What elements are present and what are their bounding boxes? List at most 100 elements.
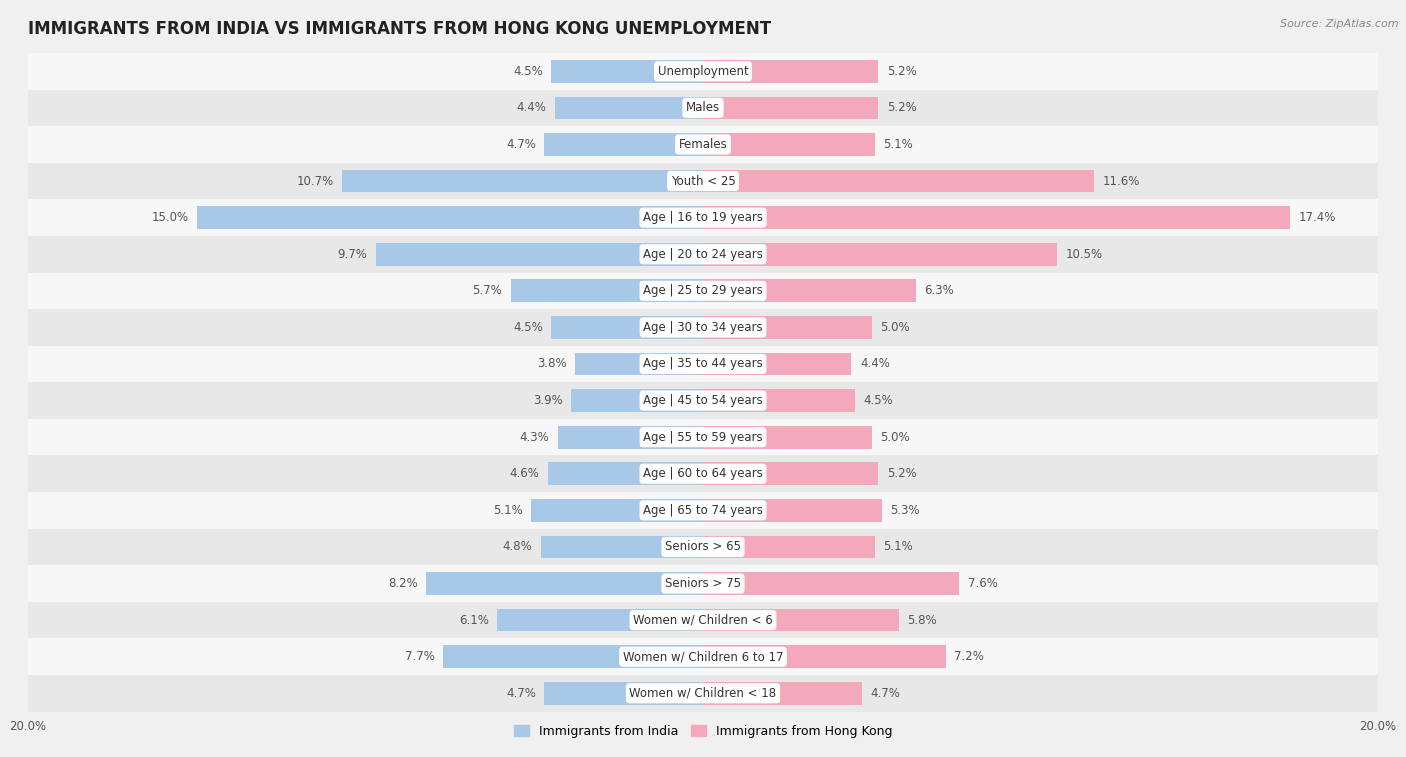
Text: 7.2%: 7.2% bbox=[955, 650, 984, 663]
Text: Age | 45 to 54 years: Age | 45 to 54 years bbox=[643, 394, 763, 407]
Bar bbox=[544, 682, 703, 705]
Text: Age | 30 to 34 years: Age | 30 to 34 years bbox=[643, 321, 763, 334]
Text: 4.6%: 4.6% bbox=[509, 467, 540, 480]
Bar bbox=[703, 243, 1057, 266]
Bar bbox=[443, 646, 703, 668]
Text: Women w/ Children 6 to 17: Women w/ Children 6 to 17 bbox=[623, 650, 783, 663]
Bar bbox=[703, 207, 1291, 229]
Bar bbox=[703, 426, 872, 448]
Text: 4.7%: 4.7% bbox=[870, 687, 900, 699]
Text: 4.5%: 4.5% bbox=[863, 394, 893, 407]
Bar bbox=[28, 273, 1378, 309]
Bar bbox=[28, 602, 1378, 638]
Bar bbox=[575, 353, 703, 375]
Bar bbox=[510, 279, 703, 302]
Text: Youth < 25: Youth < 25 bbox=[671, 175, 735, 188]
Bar bbox=[703, 572, 959, 595]
Text: 5.2%: 5.2% bbox=[887, 101, 917, 114]
Bar bbox=[703, 279, 915, 302]
Bar bbox=[28, 456, 1378, 492]
Bar bbox=[703, 170, 1094, 192]
Text: Age | 65 to 74 years: Age | 65 to 74 years bbox=[643, 504, 763, 517]
Bar bbox=[28, 53, 1378, 89]
Text: 4.4%: 4.4% bbox=[516, 101, 546, 114]
Text: 4.7%: 4.7% bbox=[506, 687, 536, 699]
Bar bbox=[703, 97, 879, 119]
Bar bbox=[703, 60, 879, 83]
Bar bbox=[426, 572, 703, 595]
Bar bbox=[558, 426, 703, 448]
Bar bbox=[28, 675, 1378, 712]
Text: Seniors > 75: Seniors > 75 bbox=[665, 577, 741, 590]
Text: 5.0%: 5.0% bbox=[880, 321, 910, 334]
Text: 3.8%: 3.8% bbox=[537, 357, 567, 370]
Text: 5.2%: 5.2% bbox=[887, 467, 917, 480]
Bar bbox=[28, 492, 1378, 528]
Bar bbox=[551, 60, 703, 83]
Text: 5.1%: 5.1% bbox=[883, 138, 914, 151]
Text: Age | 20 to 24 years: Age | 20 to 24 years bbox=[643, 248, 763, 260]
Text: 15.0%: 15.0% bbox=[152, 211, 188, 224]
Text: 6.1%: 6.1% bbox=[458, 614, 489, 627]
Text: Males: Males bbox=[686, 101, 720, 114]
Bar bbox=[541, 536, 703, 558]
Bar bbox=[28, 236, 1378, 273]
Text: 5.3%: 5.3% bbox=[890, 504, 920, 517]
Bar bbox=[703, 133, 875, 156]
Bar bbox=[28, 528, 1378, 565]
Bar bbox=[703, 536, 875, 558]
Text: Age | 60 to 64 years: Age | 60 to 64 years bbox=[643, 467, 763, 480]
Text: 5.1%: 5.1% bbox=[883, 540, 914, 553]
Text: 4.3%: 4.3% bbox=[520, 431, 550, 444]
Bar bbox=[342, 170, 703, 192]
Bar bbox=[375, 243, 703, 266]
Text: 17.4%: 17.4% bbox=[1299, 211, 1336, 224]
Bar bbox=[703, 609, 898, 631]
Bar bbox=[28, 419, 1378, 456]
Bar bbox=[197, 207, 703, 229]
Text: Unemployment: Unemployment bbox=[658, 65, 748, 78]
Bar bbox=[703, 463, 879, 485]
Bar bbox=[28, 638, 1378, 675]
Text: 9.7%: 9.7% bbox=[337, 248, 367, 260]
Text: Age | 55 to 59 years: Age | 55 to 59 years bbox=[643, 431, 763, 444]
Bar bbox=[28, 126, 1378, 163]
Bar bbox=[28, 309, 1378, 346]
Text: 5.7%: 5.7% bbox=[472, 285, 502, 298]
Legend: Immigrants from India, Immigrants from Hong Kong: Immigrants from India, Immigrants from H… bbox=[510, 721, 896, 742]
Bar bbox=[548, 463, 703, 485]
Bar bbox=[703, 353, 852, 375]
Bar bbox=[28, 199, 1378, 236]
Text: Source: ZipAtlas.com: Source: ZipAtlas.com bbox=[1281, 19, 1399, 29]
Text: Seniors > 65: Seniors > 65 bbox=[665, 540, 741, 553]
Text: 4.5%: 4.5% bbox=[513, 65, 543, 78]
Text: 11.6%: 11.6% bbox=[1102, 175, 1140, 188]
Bar bbox=[571, 389, 703, 412]
Bar bbox=[28, 163, 1378, 199]
Text: 5.0%: 5.0% bbox=[880, 431, 910, 444]
Text: 7.7%: 7.7% bbox=[405, 650, 434, 663]
Text: 4.7%: 4.7% bbox=[506, 138, 536, 151]
Text: IMMIGRANTS FROM INDIA VS IMMIGRANTS FROM HONG KONG UNEMPLOYMENT: IMMIGRANTS FROM INDIA VS IMMIGRANTS FROM… bbox=[28, 20, 772, 38]
Text: 5.2%: 5.2% bbox=[887, 65, 917, 78]
Bar bbox=[703, 499, 882, 522]
Text: Women w/ Children < 6: Women w/ Children < 6 bbox=[633, 614, 773, 627]
Bar bbox=[28, 89, 1378, 126]
Bar bbox=[703, 682, 862, 705]
Text: 7.6%: 7.6% bbox=[967, 577, 998, 590]
Text: Age | 16 to 19 years: Age | 16 to 19 years bbox=[643, 211, 763, 224]
Bar bbox=[28, 346, 1378, 382]
Bar bbox=[28, 565, 1378, 602]
Bar bbox=[531, 499, 703, 522]
Bar bbox=[703, 316, 872, 338]
Bar bbox=[554, 97, 703, 119]
Bar bbox=[703, 646, 946, 668]
Text: Age | 35 to 44 years: Age | 35 to 44 years bbox=[643, 357, 763, 370]
Bar bbox=[551, 316, 703, 338]
Text: 4.5%: 4.5% bbox=[513, 321, 543, 334]
Text: 6.3%: 6.3% bbox=[924, 285, 953, 298]
Text: 4.4%: 4.4% bbox=[860, 357, 890, 370]
Text: 5.8%: 5.8% bbox=[907, 614, 936, 627]
Bar bbox=[498, 609, 703, 631]
Text: 3.9%: 3.9% bbox=[533, 394, 562, 407]
